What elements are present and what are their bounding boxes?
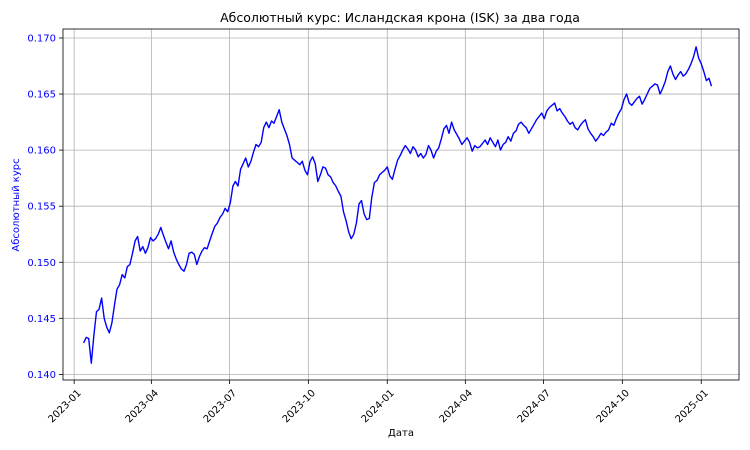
x-tick-label: 2024-04 bbox=[438, 388, 475, 425]
plot-area-frame bbox=[63, 29, 739, 380]
x-tick-label: 2023-07 bbox=[202, 388, 239, 425]
y-tick-label: 0.160 bbox=[27, 146, 56, 157]
x-tick-label: 2023-04 bbox=[124, 388, 161, 425]
x-tick-label: 2024-07 bbox=[516, 388, 553, 425]
y-tick-label: 0.165 bbox=[27, 90, 56, 101]
x-tick-label: 2023-10 bbox=[281, 388, 318, 425]
y-tick-label: 0.150 bbox=[27, 258, 56, 269]
y-tick-label: 0.140 bbox=[27, 370, 56, 381]
y-axis-label: Абсолютный курс bbox=[11, 158, 22, 251]
x-tick-label: 2024-01 bbox=[360, 388, 397, 425]
y-tick-label: 0.155 bbox=[27, 202, 56, 213]
grid-lines bbox=[63, 29, 739, 380]
x-tick-label: 2024-10 bbox=[595, 388, 632, 425]
y-tick-label: 0.145 bbox=[27, 314, 56, 325]
x-axis: 2023-01 2023-04 2023-07 2023-10 2024-01 2024-… bbox=[46, 380, 710, 425]
chart-title: Абсолютный курс: Исландская крона (ISK) … bbox=[220, 10, 580, 25]
x-tick-label: 2023-01 bbox=[46, 388, 83, 425]
x-axis-label: Дата bbox=[388, 428, 414, 439]
x-tick-label: 2025-01 bbox=[674, 388, 711, 425]
y-axis: 0.140 0.145 0.150 0.155 0.160 0.165 0.170 bbox=[27, 33, 63, 380]
y-tick-label: 0.170 bbox=[27, 33, 56, 44]
